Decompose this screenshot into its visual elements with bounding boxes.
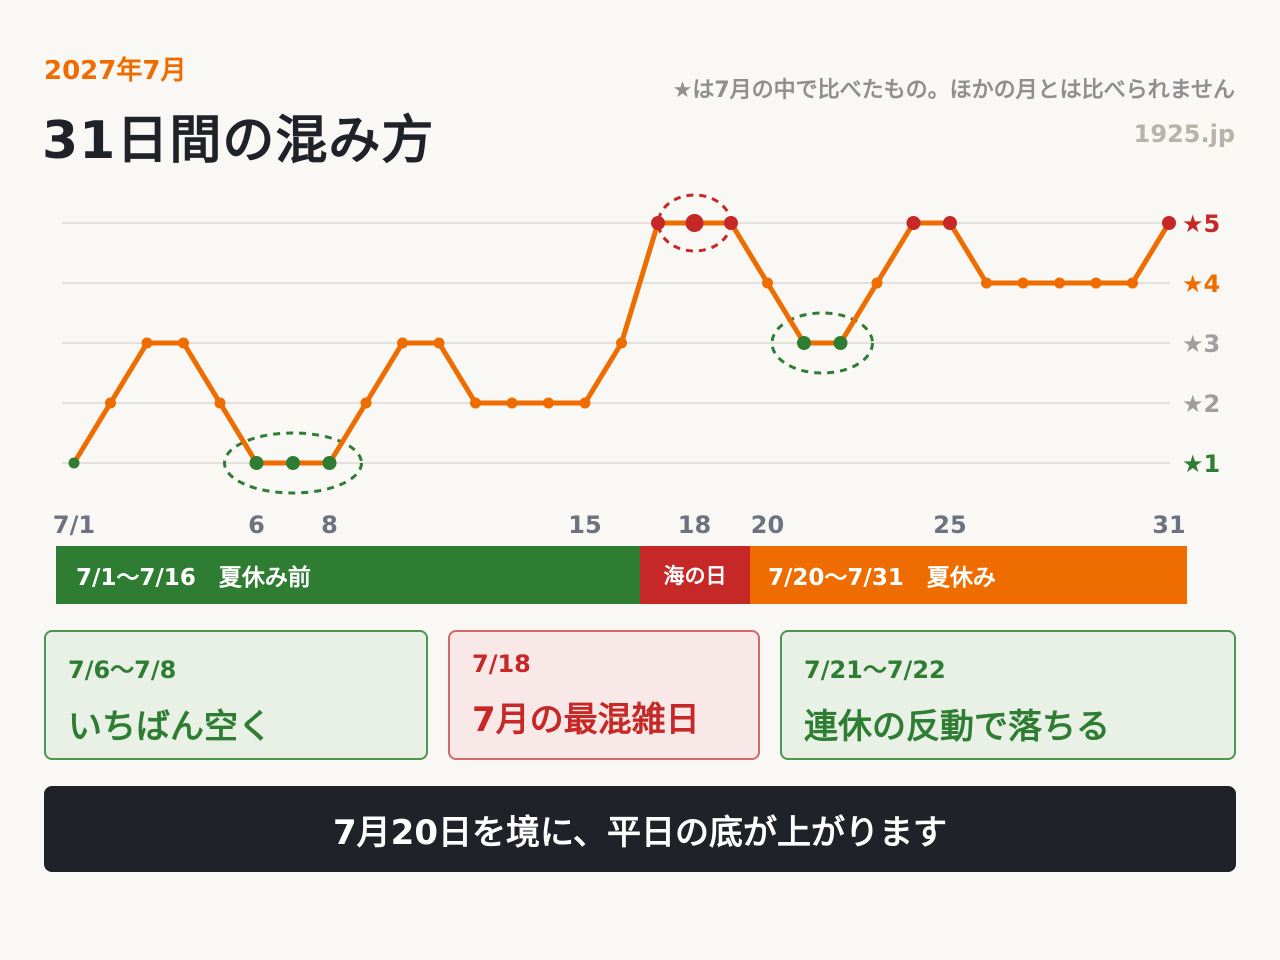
x-tick-label: 6 bbox=[248, 511, 265, 539]
site-credit: 1925.jp bbox=[1133, 120, 1235, 148]
y-tick-label: ★3 bbox=[1182, 330, 1220, 358]
data-points bbox=[68, 214, 1176, 470]
x-tick-label: 7/1 bbox=[53, 511, 95, 539]
y-axis-labels: ★1 ★2 ★3 ★4 ★5 bbox=[1182, 210, 1220, 478]
period-summer-break: 7/20〜7/31 夏休み bbox=[750, 546, 1187, 604]
period-pre-summer: 7/1〜7/16 夏休み前 bbox=[56, 546, 640, 604]
highlight-ring bbox=[223, 431, 363, 495]
y-tick-label: ★2 bbox=[1182, 390, 1220, 418]
data-point bbox=[249, 456, 264, 470]
data-point bbox=[470, 397, 481, 409]
data-point bbox=[543, 397, 554, 409]
period-bar: 7/1〜7/16 夏休み前 海の日 7/20〜7/31 夏休み bbox=[56, 546, 1187, 604]
conclusion-banner: 7月20日を境に、平日の底が上がります bbox=[44, 786, 1236, 872]
data-point bbox=[616, 337, 627, 349]
y-tick-label: ★5 bbox=[1182, 210, 1220, 238]
congestion-line-chart: ★1 ★2 ★3 ★4 ★5 7/1 6 8 15 18 20 25 31 bbox=[53, 193, 1220, 539]
data-point bbox=[981, 277, 992, 289]
data-point bbox=[360, 397, 372, 409]
data-point bbox=[579, 397, 591, 409]
data-point bbox=[214, 397, 226, 409]
data-point bbox=[178, 337, 189, 349]
x-tick-label: 8 bbox=[321, 511, 338, 539]
data-point bbox=[1127, 277, 1138, 289]
highlight-ring bbox=[770, 311, 874, 375]
data-point bbox=[724, 216, 738, 230]
card-rebound-dip: 7/21〜7/22 連休の反動で落ちる bbox=[780, 630, 1236, 760]
page-title: 31日間の混み方 bbox=[42, 111, 435, 171]
data-point bbox=[762, 277, 773, 289]
month-label: 2027年7月 bbox=[44, 56, 187, 86]
x-axis-labels: 7/1 6 8 15 18 20 25 31 bbox=[53, 511, 1186, 539]
data-point bbox=[906, 216, 921, 230]
data-point bbox=[1017, 277, 1029, 289]
data-point bbox=[397, 337, 408, 349]
data-point bbox=[797, 336, 811, 350]
data-point bbox=[105, 397, 116, 409]
data-point bbox=[833, 336, 848, 350]
data-point bbox=[1054, 277, 1065, 289]
card-message: 連休の反動で落ちる bbox=[804, 707, 1110, 747]
card-quietest: 7/6〜7/8 いちばん空く bbox=[44, 630, 428, 760]
card-busiest: 7/18 7月の最混雑日 bbox=[448, 630, 760, 760]
card-date: 7/6〜7/8 bbox=[68, 656, 177, 684]
x-tick-label: 20 bbox=[751, 511, 784, 539]
data-point bbox=[506, 397, 518, 409]
data-point bbox=[1162, 216, 1176, 230]
highlight-rings bbox=[223, 193, 874, 495]
data-point bbox=[68, 457, 80, 469]
star-scale-note: ★は7月の中で比べたもの。ほかの月とは比べられません bbox=[672, 78, 1235, 103]
card-message: いちばん空く bbox=[68, 707, 272, 747]
y-tick-label: ★4 bbox=[1182, 270, 1220, 298]
data-point bbox=[1090, 277, 1102, 289]
data-point bbox=[943, 216, 957, 230]
data-point bbox=[322, 456, 337, 470]
x-tick-label: 18 bbox=[678, 511, 711, 539]
data-point bbox=[685, 214, 704, 232]
card-date: 7/18 bbox=[472, 650, 531, 678]
data-point bbox=[651, 216, 665, 230]
y-tick-label: ★1 bbox=[1182, 450, 1220, 478]
data-point bbox=[286, 456, 300, 470]
x-tick-label: 31 bbox=[1152, 511, 1185, 539]
data-point bbox=[871, 277, 883, 289]
data-point bbox=[141, 337, 153, 349]
data-point bbox=[433, 337, 445, 349]
card-date: 7/21〜7/22 bbox=[804, 656, 946, 684]
card-message: 7月の最混雑日 bbox=[472, 700, 700, 740]
x-tick-label: 15 bbox=[568, 511, 601, 539]
period-marine-day: 海の日 bbox=[640, 546, 750, 604]
x-tick-label: 25 bbox=[933, 511, 966, 539]
